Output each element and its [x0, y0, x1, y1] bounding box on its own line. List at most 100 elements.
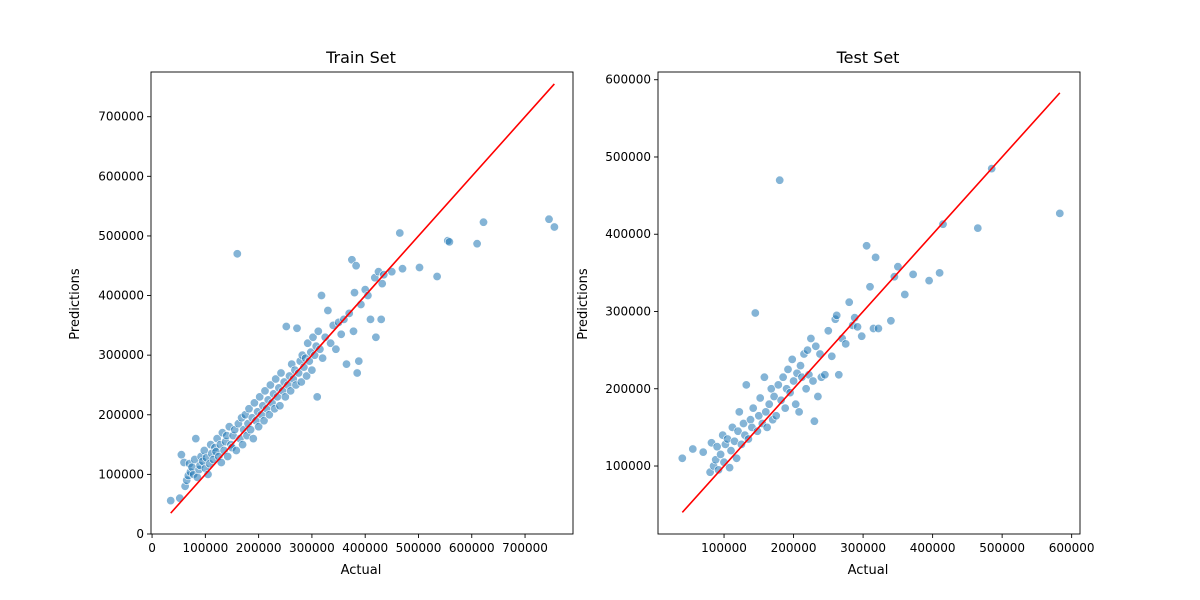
test-y-tick-label: 600000 — [605, 73, 651, 87]
train-point — [432, 271, 442, 281]
train-set-panel: Train Set Actual Predictions 0 100000 2000… — [68, 48, 574, 578]
test-point — [736, 439, 746, 449]
train-point — [444, 237, 454, 247]
test-y-tick-label: 400000 — [605, 227, 651, 241]
train-point — [176, 450, 186, 460]
train-point — [166, 496, 176, 506]
train-point — [260, 386, 270, 396]
train-point — [203, 469, 213, 479]
train-y-tick-label: 300000 — [98, 348, 144, 362]
train-point — [326, 338, 336, 348]
train-x-tick-label: 300000 — [289, 541, 335, 555]
test-point — [935, 268, 945, 278]
train-point — [397, 264, 407, 274]
test-point — [748, 403, 758, 413]
test-point — [752, 426, 762, 436]
test-point — [738, 418, 748, 428]
test-point — [783, 364, 793, 374]
test-point — [775, 175, 785, 185]
test-title: Test Set — [836, 48, 900, 67]
train-x-tick-label: 0 — [148, 541, 156, 555]
train-point — [307, 365, 317, 375]
train-point — [246, 425, 256, 435]
test-point — [862, 241, 872, 251]
train-point — [354, 356, 364, 366]
train-point — [472, 239, 482, 249]
train-point — [281, 321, 291, 331]
test-point — [733, 426, 743, 436]
test-point — [791, 399, 801, 409]
test-point — [844, 297, 854, 307]
train-point — [249, 398, 259, 408]
test-y-axis-label: Predictions — [576, 268, 591, 340]
train-point — [271, 374, 281, 384]
train-point — [248, 434, 258, 444]
train-point — [232, 249, 242, 259]
train-point — [286, 386, 296, 396]
test-plot-frame — [657, 71, 1081, 535]
test-point — [732, 453, 742, 463]
train-point — [331, 344, 341, 354]
train-points — [166, 214, 559, 506]
train-y-tick-label: 600000 — [98, 169, 144, 183]
train-point — [265, 380, 275, 390]
train-point — [544, 214, 554, 224]
test-point — [820, 370, 830, 380]
test-point — [802, 345, 812, 355]
test-point — [759, 372, 769, 382]
train-point — [549, 222, 559, 232]
test-point — [813, 391, 823, 401]
train-point — [292, 323, 302, 333]
test-point — [841, 339, 851, 349]
test-point — [834, 370, 844, 380]
train-point — [308, 332, 318, 342]
train-point — [254, 422, 264, 432]
test-points — [677, 164, 1065, 477]
test-point — [713, 465, 723, 475]
train-point — [216, 457, 226, 467]
train-point — [223, 451, 233, 461]
test-point — [865, 282, 875, 292]
test-point — [787, 354, 797, 364]
train-point — [303, 338, 313, 348]
test-point — [754, 411, 764, 421]
test-y-tick-label: 500000 — [605, 150, 651, 164]
train-x-tick-label: 600000 — [449, 541, 495, 555]
test-point — [771, 411, 781, 421]
train-x-tick-label: 200000 — [236, 541, 282, 555]
test-point — [762, 422, 772, 432]
train-x-tick-label: 700000 — [502, 541, 548, 555]
train-point — [315, 344, 325, 354]
train-point — [318, 353, 328, 363]
train-point — [312, 392, 322, 402]
test-set-panel: Test Set Actual Predictions 100000 200000… — [576, 48, 1095, 578]
train-point — [276, 368, 286, 378]
train-point — [352, 368, 362, 378]
train-point — [414, 262, 424, 272]
test-x-tick-label: 400000 — [910, 541, 956, 555]
train-point — [238, 440, 248, 450]
test-point — [716, 449, 726, 459]
test-point — [827, 351, 837, 361]
train-y-axis-label: Predictions — [68, 268, 83, 340]
train-y-tick-label: 500000 — [98, 229, 144, 243]
train-point — [302, 371, 312, 381]
test-point — [725, 463, 735, 473]
test-point — [852, 322, 862, 332]
train-point — [348, 326, 358, 336]
train-point — [351, 261, 361, 271]
train-point — [395, 228, 405, 238]
test-point — [808, 376, 818, 386]
train-point — [280, 392, 290, 402]
test-point — [938, 219, 948, 229]
test-point — [761, 407, 771, 417]
test-x-tick-label: 600000 — [1049, 541, 1095, 555]
train-y-tick-label: 200000 — [98, 408, 144, 422]
train-point — [264, 410, 274, 420]
train-point — [323, 305, 333, 315]
test-x-tick-label: 100000 — [701, 541, 747, 555]
test-point — [776, 395, 786, 405]
train-x-tick-label: 400000 — [342, 541, 388, 555]
test-point — [893, 262, 903, 272]
